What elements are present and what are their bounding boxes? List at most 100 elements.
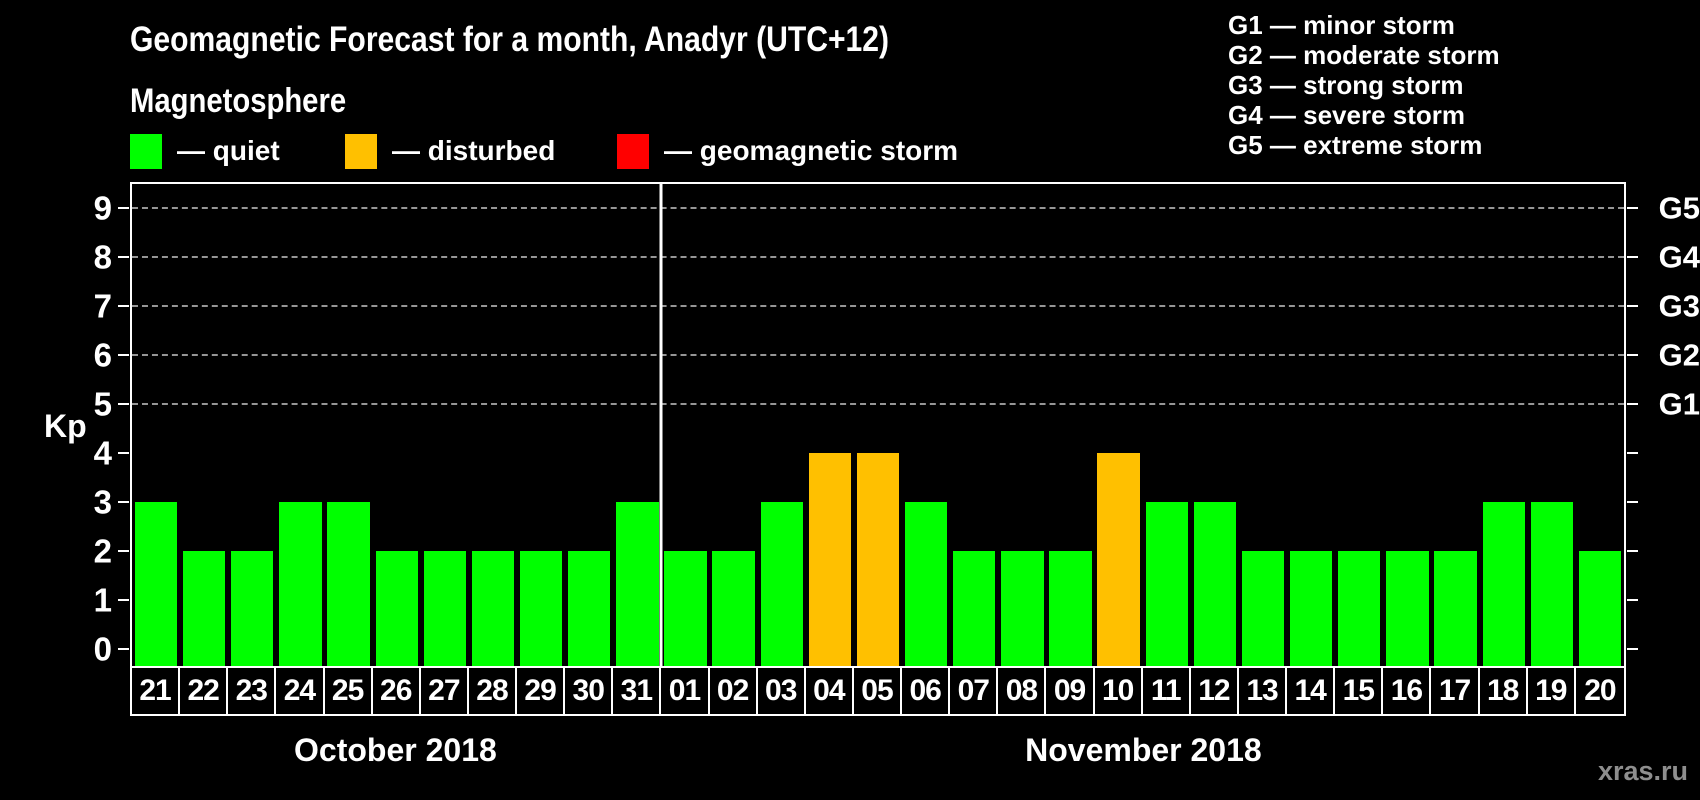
date-cell: 11	[1143, 668, 1191, 714]
g-legend-line: G3 — strong storm	[1228, 70, 1464, 100]
bar-day-29	[519, 551, 563, 666]
date-cell: 18	[1480, 668, 1528, 714]
right-axis-tick	[1627, 550, 1638, 553]
quiet-color-swatch	[130, 133, 162, 169]
bar-day-18	[1482, 502, 1525, 666]
date-cell: 29	[517, 668, 566, 714]
date-cell: 12	[1191, 668, 1239, 714]
date-cell: 10	[1095, 668, 1143, 714]
date-cell: 08	[998, 668, 1047, 714]
bar-day-08	[1001, 551, 1044, 666]
legend-label: — geomagnetic storm	[664, 135, 959, 166]
bar-day-16	[1386, 551, 1429, 666]
y-tick-label: 9	[93, 189, 112, 227]
left-axis-tick	[118, 550, 129, 553]
bar-day-27	[423, 551, 466, 666]
left-axis-tick	[118, 305, 129, 308]
left-axis-tick	[118, 598, 129, 601]
y-tick-label: 5	[93, 385, 112, 423]
date-cell: 24	[276, 668, 325, 714]
bar-day-09	[1049, 551, 1092, 666]
disturbed-color-swatch	[345, 133, 377, 169]
storm-color-swatch	[617, 133, 649, 169]
bar-day-06	[904, 502, 948, 666]
y-tick-label: 1	[93, 581, 112, 619]
gridline-kp-5	[132, 403, 1624, 406]
bar-day-17	[1434, 551, 1477, 666]
legend-item-disturbed: — disturbed	[345, 133, 555, 169]
right-axis-tick	[1627, 354, 1638, 357]
left-axis-tick	[118, 256, 129, 259]
g-legend-line: G4 — severe storm	[1228, 100, 1466, 130]
bar-day-21	[134, 502, 178, 666]
g-scale-legend: G1 — minor storm G2 — moderate storm G3 — …	[1228, 10, 1500, 160]
left-axis-tick	[118, 647, 129, 650]
date-axis-row: 21 22 23 24 25 26 27 28 29 30 31 01 02 03 04 05 06 07 08 09…	[130, 666, 1626, 716]
month-label: November 2018	[1025, 732, 1262, 768]
date-cell: 16	[1383, 668, 1432, 714]
bar-day-24	[279, 502, 322, 666]
date-cell: 03	[758, 668, 806, 714]
legend-item-quiet: — quiet	[130, 133, 280, 169]
bar-day-15	[1338, 551, 1381, 666]
bar-day-20	[1578, 551, 1622, 666]
date-cell: 17	[1431, 668, 1480, 714]
bar-day-13	[1241, 551, 1285, 666]
g-axis-label-g3: G3	[1658, 288, 1700, 324]
y-tick-label: 4	[93, 434, 112, 472]
bar-day-02	[712, 551, 755, 666]
legend-item-storm: — geomagnetic storm	[617, 133, 958, 169]
date-cell: 07	[950, 668, 999, 714]
g-legend-line: G2 — moderate storm	[1228, 40, 1500, 70]
date-cell: 05	[854, 668, 903, 714]
bar-day-23	[231, 551, 274, 666]
right-axis-tick	[1627, 647, 1638, 650]
g-legend-line: G1 — minor storm	[1228, 10, 1455, 40]
right-axis-tick	[1627, 403, 1638, 406]
date-cell: 23	[228, 668, 277, 714]
date-cell: 13	[1239, 668, 1288, 714]
bar-day-28	[471, 551, 515, 666]
bar-day-04	[808, 453, 852, 666]
y-tick-label: 3	[93, 483, 112, 521]
bar-day-26	[375, 551, 418, 666]
y-tick-label: 8	[93, 238, 112, 276]
date-cell: 15	[1335, 668, 1384, 714]
bar-day-10	[1097, 453, 1140, 666]
bar-day-05	[856, 453, 900, 666]
date-cell: 30	[565, 668, 614, 714]
bar-day-19	[1530, 502, 1573, 666]
y-tick-label: 0	[93, 630, 112, 668]
y-tick-label: 7	[93, 287, 112, 325]
left-axis-tick	[118, 403, 129, 406]
right-axis-tick	[1627, 305, 1638, 308]
month-labels-row: October 2018 November 2018	[130, 732, 1626, 774]
gridline-kp-7	[132, 305, 1624, 308]
date-cell: 22	[180, 668, 229, 714]
right-axis-tick	[1627, 452, 1638, 455]
bar-day-30	[568, 551, 611, 666]
date-cell: 20	[1584, 674, 1616, 707]
y-tick-label: 6	[93, 336, 112, 374]
plot-area: 0 1 2 3 4 5 6 7 8 9 G1 G2 G3 G4 G5	[94, 182, 1700, 668]
date-cell: 26	[373, 668, 421, 714]
y-tick-label: 2	[93, 532, 112, 570]
g-axis-label-g4: G4	[1658, 239, 1700, 275]
date-cell: 31	[613, 668, 662, 714]
gridline-kp-9	[132, 207, 1624, 210]
g-axis-label-g2: G2	[1658, 337, 1700, 373]
date-cell: 14	[1287, 668, 1336, 714]
gridline-kp-6	[132, 354, 1624, 357]
gridline-kp-8	[132, 256, 1624, 259]
left-axis-tick	[118, 452, 129, 455]
bar-day-03	[760, 502, 803, 666]
left-axis-tick	[118, 207, 129, 210]
month-label: October 2018	[294, 732, 497, 768]
date-cell: 21	[132, 668, 181, 714]
right-axis-tick	[1627, 598, 1638, 601]
date-cell: 19	[1528, 668, 1576, 714]
date-cell: 01	[661, 668, 710, 714]
date-cell: 27	[421, 668, 469, 714]
date-cell: 28	[469, 668, 518, 714]
